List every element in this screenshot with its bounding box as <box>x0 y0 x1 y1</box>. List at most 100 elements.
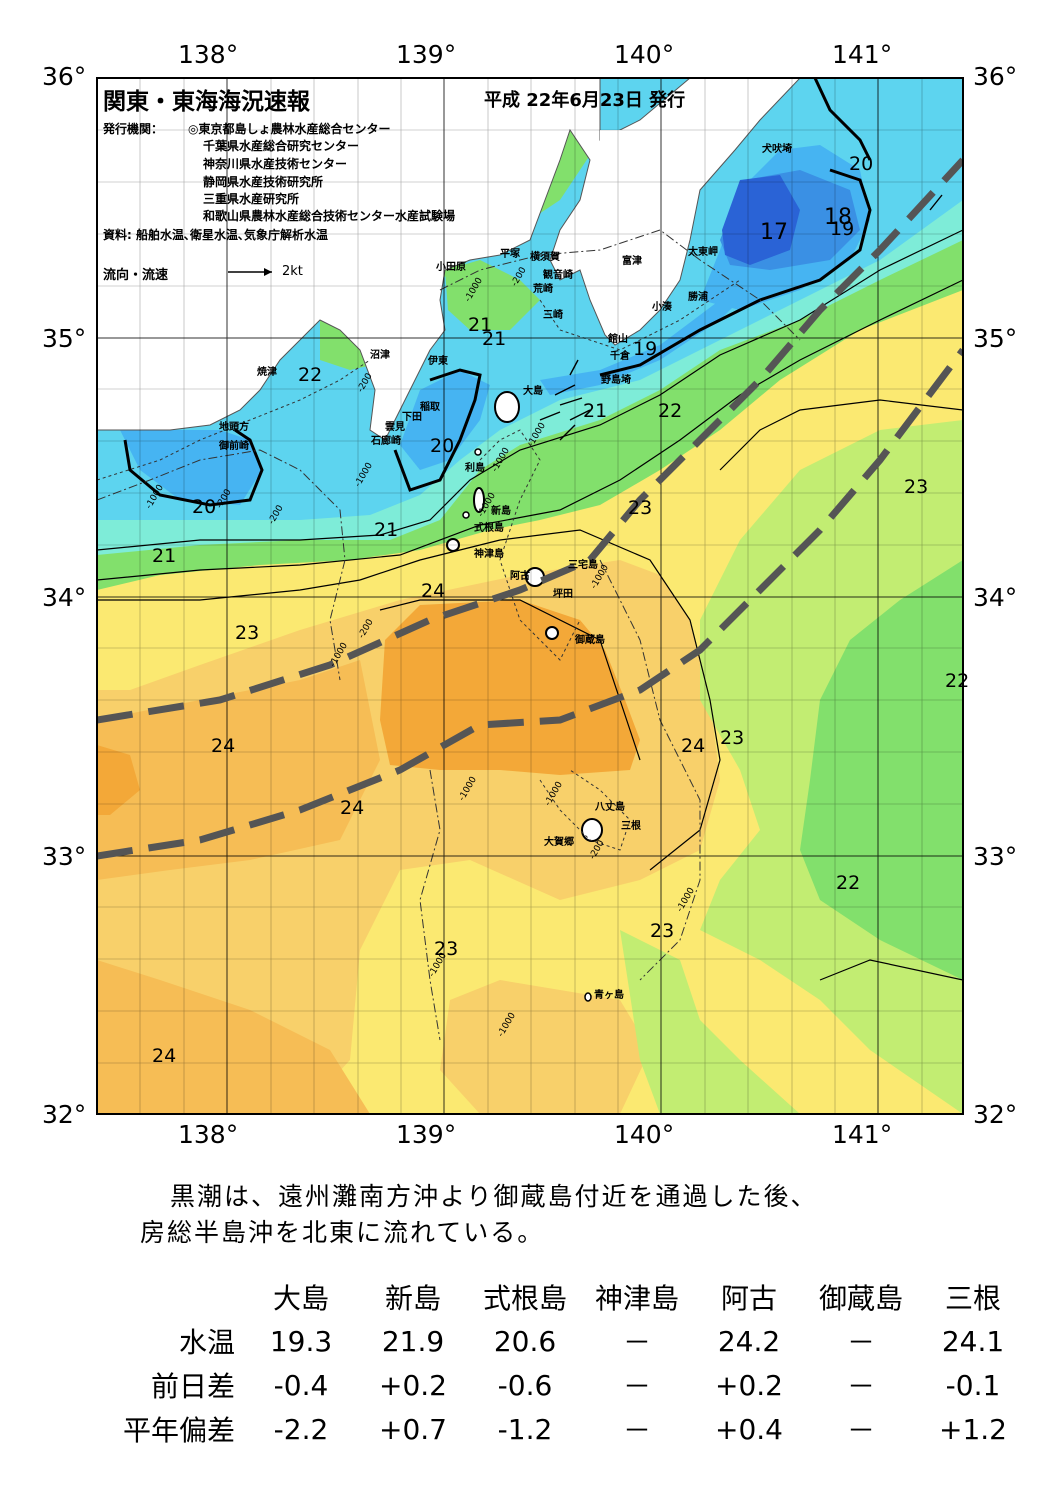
station-stats-table: 大島 新島 式根島 神津島 阿古 御蔵島 三根 水温 19.3 21.9 20.… <box>95 1275 1029 1451</box>
table-cell: － <box>622 1326 651 1359</box>
table-row: 水温 19.3 21.9 20.6 － 24.2 － 24.1 <box>95 1319 1029 1363</box>
table-cell: － <box>622 1370 651 1403</box>
niijima-island <box>473 487 485 513</box>
current-arrow <box>569 409 591 421</box>
place-name-label: 青ヶ島 <box>594 990 624 1001</box>
place-name-label: 三根 <box>621 821 641 832</box>
row-label: 前日差 <box>150 1370 235 1403</box>
isotherm-24-inner <box>379 599 641 761</box>
table-cell: +0.2 <box>715 1368 783 1402</box>
hachijojima-island <box>581 818 603 842</box>
summary-line-2: 房総半島沖を北東に流れている。 <box>140 1218 545 1247</box>
isotherm-label: 24 <box>421 580 446 602</box>
lat-label-right: 32° <box>973 1100 1018 1129</box>
isotherm-label: 23 <box>720 727 745 749</box>
issuer-label: 発行機関： <box>103 122 164 136</box>
place-name-label: 観音崎 <box>543 270 573 281</box>
current-arrow <box>559 397 583 406</box>
current-arrow <box>539 411 561 421</box>
depth-200-islands <box>479 429 581 661</box>
toshima-island <box>474 448 482 456</box>
isotherm-label: 22 <box>298 364 323 386</box>
depth-1000-north <box>439 229 801 341</box>
place-name-label: 勝浦 <box>688 292 708 303</box>
isotherm-label: 17 <box>760 220 788 245</box>
lat-label-left: 35° <box>42 324 87 353</box>
table-row: 平年偏差 -2.2 +0.7 -1.2 － +0.4 － +1.2 <box>95 1407 1029 1451</box>
isotherm-label: 20 <box>430 435 455 457</box>
place-name-label: 太東岬 <box>688 247 718 258</box>
issuer-4: 静岡県水産技術研究所 <box>203 175 324 189</box>
inner-bay-22 <box>445 260 540 330</box>
table-cell: -2.2 <box>273 1412 329 1446</box>
isotherm-label: 21 <box>468 314 493 336</box>
isotherm-label: 20 <box>192 496 217 518</box>
issuer-3: 神奈川県水産技術センター <box>203 157 348 171</box>
isotherm-20-enshu <box>123 428 264 507</box>
kuroshio-axis-south <box>97 347 963 860</box>
isotherm-23-east <box>719 399 963 471</box>
isotherm-label: 22 <box>836 872 861 894</box>
place-name-label: 横須賀 <box>530 252 560 263</box>
isotherm-label: 21 <box>374 519 399 541</box>
isotherm-label: 23 <box>650 920 675 942</box>
table-cell: +0.2 <box>379 1368 447 1402</box>
depth-1000-east <box>599 559 701 981</box>
place-name-label: 小田原 <box>436 262 466 273</box>
issuer-1: ◎東京都島しょ農林水産総合センター <box>188 122 391 136</box>
place-name-label: 阿古 <box>510 571 530 582</box>
table-cell: 19.3 <box>269 1324 333 1358</box>
table-cell: 24.2 <box>717 1324 781 1358</box>
column-header: 阿古 <box>720 1282 777 1315</box>
near-coast-19 <box>540 280 760 395</box>
place-name-label: 焼津 <box>257 367 277 378</box>
isotherm-label: 21 <box>482 328 507 350</box>
warm-patch-26 <box>97 745 140 815</box>
isotherm-label: 19 <box>830 218 855 240</box>
place-name-label: 富津 <box>622 256 642 267</box>
place-name-label: 伊東 <box>428 356 448 367</box>
issuer-2: 千葉県水産総合研究センター <box>203 139 360 153</box>
place-name-label: 小湊 <box>652 302 672 313</box>
table-header-row: 大島 新島 式根島 神津島 阿古 御蔵島 三根 <box>95 1275 1029 1319</box>
place-name-label: 千倉 <box>610 351 630 362</box>
isotherm-22-east <box>819 959 963 981</box>
data-source: 資料: 船舶水温､衛星水温､気象庁解析水温 <box>103 228 328 242</box>
current-arrow <box>929 194 943 211</box>
lat-label-right: 36° <box>973 62 1018 91</box>
isotherm-20-north <box>813 78 872 161</box>
table-cell: +1.2 <box>939 1412 1007 1446</box>
lon-label-bottom: 141° <box>832 1120 893 1149</box>
place-name-label: 大賀郷 <box>544 837 574 848</box>
issuer-6: 和歌山県農林水産総合技術センター水産試験場 <box>203 209 456 223</box>
column-header: 御蔵島 <box>818 1282 903 1315</box>
lat-label-right: 35° <box>973 324 1018 353</box>
column-header: 三根 <box>944 1282 1001 1315</box>
isotherm-22-band <box>97 279 963 581</box>
warm-zone-25b <box>97 960 370 1114</box>
table-cell: － <box>846 1414 875 1447</box>
isotherm-label: 23 <box>904 476 929 498</box>
kuroshio-core-26 <box>380 600 640 775</box>
place-name-label: 地頭方 <box>219 422 249 433</box>
table-cell: － <box>622 1414 651 1447</box>
place-name-label: 石廊崎 <box>371 436 401 447</box>
place-name-label: 荒崎 <box>533 284 553 295</box>
isotherm-label: 23 <box>235 622 260 644</box>
lon-label-bottom: 138° <box>178 1120 239 1149</box>
table-cell: -0.1 <box>945 1368 1001 1402</box>
warm-zone-24b <box>440 980 650 1114</box>
table-cell: +0.7 <box>379 1412 447 1446</box>
current-arrow <box>559 424 576 441</box>
aogashima-island <box>584 992 592 1002</box>
place-name-label: 館山 <box>608 334 628 345</box>
south-zone-23 <box>620 930 800 1114</box>
place-name-label: 式根島 <box>474 523 504 534</box>
lon-label-bottom: 140° <box>614 1120 675 1149</box>
isotherm-label: 23 <box>628 497 653 519</box>
place-name-label: 御前崎 <box>219 441 249 452</box>
isotherm-21-band <box>97 229 963 551</box>
isotherm-label: 20 <box>849 153 874 175</box>
place-name-label: 下田 <box>402 412 422 423</box>
